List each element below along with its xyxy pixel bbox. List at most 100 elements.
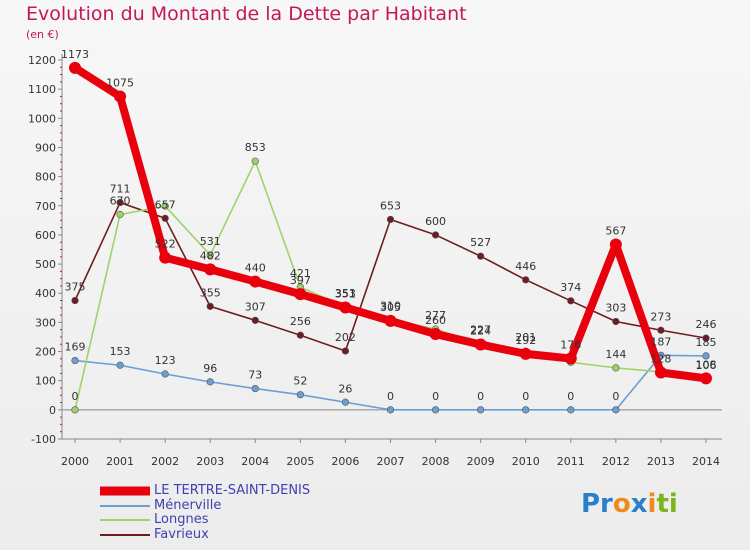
data-label: 256: [290, 315, 311, 328]
x-tick-label: 2007: [377, 455, 405, 468]
data-label: 96: [203, 362, 217, 375]
y-tick-label: 0: [49, 404, 56, 417]
data-point: [474, 338, 487, 351]
data-point: [700, 372, 712, 385]
data-label: 176: [560, 339, 581, 352]
data-point: [522, 406, 530, 414]
data-label: 123: [155, 354, 176, 367]
data-label: 0: [567, 390, 574, 403]
y-tick-label: 900: [35, 141, 56, 154]
data-label: 273: [650, 310, 671, 323]
y-tick-label: 800: [35, 171, 56, 184]
data-label: 0: [477, 390, 484, 403]
x-tick-label: 2013: [647, 455, 675, 468]
data-label: 600: [425, 215, 446, 228]
data-label: 106: [696, 359, 717, 372]
x-tick-label: 2001: [106, 455, 134, 468]
data-point: [116, 361, 124, 369]
data-label: 153: [110, 345, 131, 358]
y-tick-label: 700: [35, 200, 56, 213]
data-label: 108: [696, 358, 717, 371]
x-tick-label: 2002: [151, 455, 179, 468]
data-point: [702, 334, 710, 342]
legend-swatch: [100, 486, 150, 496]
data-label: 192: [515, 334, 536, 347]
data-point: [567, 297, 575, 305]
data-point: [161, 214, 169, 222]
data-label: 522: [155, 238, 176, 251]
data-label: 227: [470, 324, 491, 337]
data-point: [386, 215, 395, 224]
data-label: 202: [335, 331, 356, 344]
data-point: [477, 406, 485, 414]
chart-title: Evolution du Montant de la Dette par Hab…: [26, 3, 467, 25]
y-tick-label: 500: [35, 258, 56, 271]
data-label: 375: [65, 281, 86, 294]
data-point: [251, 316, 259, 324]
data-label: 307: [245, 300, 266, 313]
data-label: 310: [380, 299, 401, 312]
data-label: 303: [605, 302, 626, 315]
x-tick-label: 2008: [422, 455, 450, 468]
data-point: [477, 252, 485, 260]
data-label: 305: [380, 301, 401, 314]
data-label: 527: [470, 236, 491, 249]
x-tick-label: 2012: [602, 455, 630, 468]
data-label: 169: [65, 341, 86, 354]
legend-swatch: [100, 504, 150, 507]
data-point: [657, 326, 665, 334]
data-point: [567, 406, 575, 414]
data-point: [69, 61, 81, 74]
unit-label: (en €): [26, 28, 59, 41]
data-point: [71, 356, 79, 365]
legend-label: Ménerville: [154, 497, 222, 513]
data-point: [384, 314, 397, 327]
data-label: 657: [155, 198, 176, 211]
x-tick-label: 2011: [557, 455, 585, 468]
data-point: [522, 276, 530, 284]
data-point: [702, 352, 710, 360]
data-point: [71, 406, 79, 414]
data-label: 277: [425, 309, 446, 322]
legend-item-menerville: Ménerville: [100, 497, 310, 514]
data-label: 0: [72, 390, 79, 403]
y-tick-label: 1200: [28, 54, 56, 67]
data-point: [612, 317, 620, 326]
y-tick-label: 400: [35, 287, 56, 300]
series-line-0: [71, 63, 710, 383]
legend-label: Longnes: [154, 512, 209, 528]
data-label: 446: [515, 260, 536, 273]
data-point: [116, 210, 124, 219]
y-tick-label: 300: [35, 316, 56, 329]
x-tick-label: 2004: [241, 455, 269, 468]
data-label: 351: [335, 288, 356, 301]
data-point: [296, 331, 304, 339]
y-tick-label: 1100: [28, 83, 56, 96]
data-label: 531: [200, 235, 221, 248]
y-tick-label: -100: [31, 433, 56, 446]
data-label: 440: [245, 262, 266, 275]
data-point: [204, 263, 217, 276]
data-point: [431, 231, 440, 239]
data-point: [612, 364, 620, 372]
data-point: [564, 352, 577, 365]
x-tick-label: 2005: [286, 455, 314, 468]
data-point: [429, 328, 442, 341]
data-label: 0: [612, 390, 619, 403]
data-label: 224: [470, 325, 491, 338]
data-point: [519, 347, 532, 360]
data-label: 201: [515, 331, 536, 344]
data-point: [251, 384, 259, 393]
data-point: [341, 398, 350, 406]
legend-item-le-tertre-saint-denis: LE TERTRE-SAINT-DENIS: [100, 484, 310, 499]
x-tick-label: 2006: [331, 455, 359, 468]
x-tick-label: 2009: [467, 455, 495, 468]
data-label: 246: [696, 318, 717, 331]
data-label: 482: [200, 249, 221, 262]
data-label: 711: [110, 183, 131, 196]
data-point: [609, 238, 622, 251]
data-point: [339, 301, 352, 314]
y-tick-label: 100: [35, 375, 56, 388]
